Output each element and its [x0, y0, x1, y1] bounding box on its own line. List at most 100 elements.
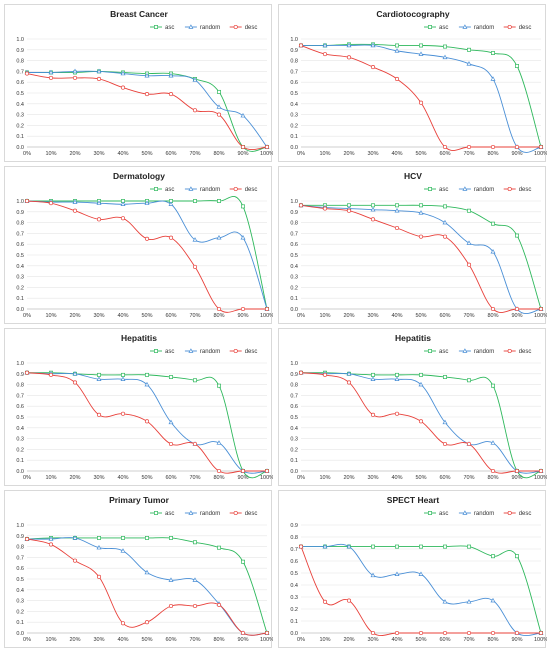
- x-tick-label: 0%: [297, 313, 305, 319]
- data-point-asc: [371, 203, 375, 208]
- series-line-random: [26, 70, 268, 148]
- data-point-random: [72, 371, 78, 376]
- y-tick-label: 0.8: [290, 383, 298, 389]
- y-tick-label: 0.1: [16, 134, 24, 140]
- y-tick-label: 0.5: [290, 253, 298, 259]
- data-point-desc: [264, 630, 270, 636]
- y-tick-label: 0.7: [16, 393, 24, 399]
- chart-title: Dermatology: [113, 171, 165, 181]
- x-tick-label: 20%: [69, 475, 80, 481]
- x-tick-label: 30%: [93, 313, 104, 319]
- data-point-random: [72, 535, 78, 540]
- series-desc: [298, 370, 544, 474]
- legend-marker-random: [188, 186, 194, 191]
- data-point-desc: [120, 411, 126, 416]
- legend-label-desc: desc: [245, 187, 258, 193]
- x-tick-label: 90%: [237, 637, 248, 643]
- y-tick-label: 0.3: [290, 437, 298, 443]
- data-point-desc: [322, 372, 328, 377]
- y-tick-label: 0.8: [16, 59, 24, 65]
- legend-marker-desc: [507, 186, 512, 192]
- data-point-asc: [515, 64, 519, 68]
- y-tick-label: 0.8: [16, 545, 24, 551]
- data-point-asc: [395, 544, 399, 549]
- data-point-desc: [120, 216, 126, 221]
- chart-title: HCV: [404, 171, 422, 181]
- data-point-desc: [442, 441, 448, 447]
- chart-title: Hepatitis: [395, 333, 431, 343]
- y-tick-label: 0.9: [16, 48, 24, 54]
- data-point-desc: [192, 108, 198, 113]
- legend-marker-asc: [154, 511, 158, 515]
- data-point-random: [442, 599, 448, 604]
- x-tick-label: 20%: [343, 637, 354, 643]
- legend: asc random desc: [150, 510, 257, 517]
- data-point-desc: [442, 234, 448, 239]
- legend-marker-desc: [233, 186, 238, 192]
- legend-marker-desc: [233, 510, 238, 516]
- series-asc: [25, 195, 269, 311]
- data-point-asc: [467, 47, 471, 52]
- data-point-random: [144, 569, 150, 575]
- data-point-asc: [443, 44, 447, 49]
- data-point-desc: [466, 630, 472, 636]
- x-tick-label: 70%: [463, 475, 474, 481]
- y-tick-label: 0.2: [16, 285, 24, 291]
- y-tick-label: 0.9: [290, 523, 298, 529]
- series-desc: [24, 71, 270, 151]
- x-tick-label: 90%: [237, 313, 248, 319]
- data-point-asc: [121, 536, 125, 540]
- data-point-random: [418, 210, 424, 215]
- legend-marker-asc: [154, 25, 158, 29]
- data-point-desc: [442, 144, 448, 150]
- data-point-desc: [24, 198, 30, 204]
- data-point-asc: [419, 372, 423, 377]
- x-tick-label: 0%: [297, 151, 305, 157]
- series-desc: [298, 544, 544, 637]
- y-tick-label: 1.0: [16, 37, 24, 43]
- x-tick-label: 100%: [534, 475, 547, 481]
- data-point-desc: [216, 306, 222, 312]
- data-point-desc: [466, 441, 472, 447]
- x-tick-label: 70%: [189, 151, 200, 157]
- series-line-asc: [300, 204, 542, 310]
- x-tick-label: 30%: [367, 313, 378, 319]
- y-tick-label: 0.1: [16, 296, 24, 302]
- data-point-asc: [121, 372, 125, 377]
- y-tick-label: 0.5: [16, 577, 24, 583]
- data-point-asc: [395, 43, 399, 48]
- data-point-asc: [443, 204, 447, 209]
- data-point-random: [192, 77, 198, 82]
- data-point-desc: [120, 85, 126, 90]
- x-tick-label: 50%: [415, 151, 426, 157]
- data-point-random: [442, 219, 448, 225]
- series-line-desc: [26, 73, 268, 151]
- data-point-desc: [120, 621, 126, 626]
- x-tick-label: 30%: [93, 637, 104, 643]
- y-tick-label: 0.6: [290, 404, 298, 410]
- x-tick-label: 40%: [391, 151, 402, 157]
- data-point-desc: [490, 144, 496, 150]
- y-tick-label: 0.0: [290, 631, 298, 637]
- y-tick-label: 0.0: [290, 469, 298, 475]
- legend-marker-random: [188, 348, 194, 353]
- data-point-desc: [418, 234, 424, 239]
- data-point-desc: [168, 92, 174, 97]
- legend-label-desc: desc: [519, 25, 532, 31]
- data-point-asc: [371, 372, 375, 377]
- data-point-desc: [48, 542, 54, 547]
- data-point-random: [216, 104, 222, 109]
- x-tick-label: 0%: [297, 475, 305, 481]
- y-tick-label: 0.5: [290, 415, 298, 421]
- series-random: [24, 370, 270, 474]
- legend-marker-random: [462, 348, 468, 353]
- data-point-asc: [467, 378, 471, 383]
- line-chart: Cardiotocography 0.0 0.1 0.2 0.3 0.4 0.5 0.6 0.7…: [290, 9, 547, 157]
- data-point-random: [168, 577, 174, 582]
- x-tick-label: 30%: [93, 151, 104, 157]
- legend-marker-desc: [233, 24, 238, 30]
- data-point-desc: [538, 630, 544, 636]
- x-tick-label: 60%: [165, 151, 176, 157]
- data-point-desc: [514, 468, 520, 474]
- data-point-desc: [216, 602, 222, 607]
